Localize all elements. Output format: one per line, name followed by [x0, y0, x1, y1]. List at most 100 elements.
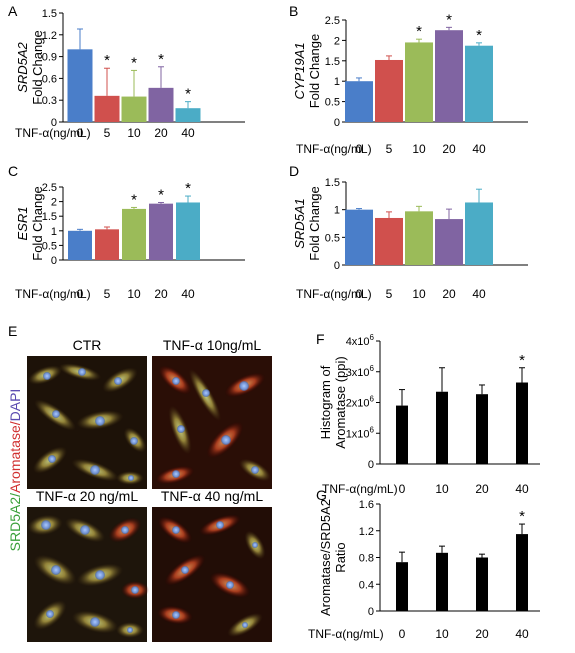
- significance-star: *: [104, 52, 110, 69]
- bar: [121, 96, 147, 122]
- panel-letter-b: B: [289, 3, 298, 19]
- y-tick-label: 0: [51, 117, 57, 129]
- bar: [375, 217, 403, 265]
- x-axis-title: TNF-α(ng/mL): [296, 142, 372, 156]
- y-tick-label: 1.5: [325, 177, 340, 189]
- y-tick-label: 0.5: [42, 240, 57, 252]
- x-tick-label: 20: [442, 287, 456, 301]
- y-axis-gene-label: SRD5A1: [292, 198, 307, 249]
- y-axis-gene-label: ESR1: [15, 207, 30, 241]
- significance-star: *: [131, 191, 137, 208]
- bar: [149, 203, 173, 260]
- y-tick-label: 1.6: [359, 499, 374, 511]
- y-tick-label: 1.5: [325, 56, 340, 68]
- y-tick-label: 4x106: [346, 333, 375, 348]
- micrograph-tnf10: [152, 356, 272, 489]
- bar: [516, 534, 528, 611]
- panel-letter-d: D: [289, 163, 299, 179]
- micrograph-ctr: [27, 356, 147, 489]
- y-axis-label-line: Aromatase (ppi): [333, 356, 348, 448]
- bar: [436, 552, 448, 611]
- x-tick-label: 20: [442, 142, 456, 156]
- bar: [476, 557, 488, 611]
- y-tick-label: 1: [51, 226, 57, 238]
- x-tick-label: 5: [386, 287, 393, 301]
- y-tick-label: 2x106: [346, 395, 375, 410]
- vertical-stain-label: SRD5A2/Aromatase/DAPI: [7, 389, 23, 552]
- x-axis-title: TNF-α(ng/mL): [15, 126, 91, 140]
- x-tick-label: 40: [181, 287, 195, 301]
- y-axis-label-line: Histogram of: [318, 365, 333, 439]
- image-title-ctr: CTR: [73, 337, 102, 353]
- bar: [405, 42, 433, 122]
- y-tick-label: 0.9: [42, 52, 57, 64]
- bar: [95, 229, 119, 260]
- y-tick-label: 0: [334, 260, 340, 272]
- bar: [465, 45, 493, 123]
- bar: [465, 202, 493, 265]
- y-axis-label-line: Ratio: [333, 542, 348, 572]
- panel-letter-c: C: [8, 163, 18, 179]
- micrograph-tnf20: [27, 507, 149, 642]
- x-tick-label: 10: [435, 627, 449, 641]
- y-tick-mantissa: 0: [368, 459, 374, 471]
- y-tick-mantissa: 2x10: [346, 398, 370, 410]
- panel-letter-g: G: [316, 487, 327, 503]
- significance-star: *: [519, 508, 525, 525]
- y-tick-label: 0: [334, 117, 340, 129]
- y-tick-label: 3x106: [346, 364, 375, 379]
- y-axis-gene-label: SRD5A2: [15, 41, 30, 92]
- significance-star: *: [131, 54, 137, 71]
- bar: [122, 208, 146, 260]
- y-tick-exponent: 6: [370, 395, 375, 404]
- y-tick-label: 1.2: [42, 30, 57, 42]
- y-tick-label: 2: [334, 35, 340, 47]
- bar: [148, 87, 174, 122]
- y-tick-mantissa: 1x10: [346, 428, 370, 440]
- chart-b-cyp19a1: 0 0.5 1 1.5 2 2.5 0 5 * 10 * 20 * 40 TNF-α(ng/mL) CYP19…: [292, 11, 528, 156]
- chart-a-srd5a2: 0 0.3 0.6 0.9 1.2 1.5 0 * 5 * 10 * 20 * 40 TNF-α(ng/mL)…: [15, 8, 245, 140]
- x-axis-title: TNF-α(ng/mL): [308, 627, 384, 641]
- bar: [345, 209, 373, 265]
- bar: [375, 59, 403, 122]
- x-tick-label: 0: [356, 287, 363, 301]
- y-tick-exponent: 6: [370, 333, 375, 342]
- y-tick-label: 0.3: [42, 95, 57, 107]
- image-title-tnf20: TNF-α 20 ng/mL: [36, 488, 138, 504]
- y-tick-exponent: 6: [370, 425, 375, 434]
- x-axis-title: TNF-α(ng/mL): [15, 287, 91, 301]
- y-tick-label: 1: [334, 205, 340, 217]
- y-axis-gene-label: CYP19A1: [292, 42, 307, 99]
- y-axis-label: Fold Change: [307, 34, 322, 108]
- y-tick-label: 0.8: [359, 553, 374, 565]
- y-tick-label: 2.5: [325, 15, 340, 27]
- bar: [67, 49, 93, 123]
- significance-star: *: [416, 23, 422, 40]
- significance-star: *: [158, 51, 164, 68]
- x-tick-label: 5: [104, 287, 111, 301]
- bar: [176, 202, 200, 260]
- image-title-tnf10: TNF-α 10ng/mL: [163, 337, 262, 353]
- bar: [94, 95, 120, 122]
- chart-g-aromatase-ratio: 0 0.4 0.8 1.2 1.6 0 10 20 * 40 TNF-α(ng/mL) Aromata…: [308, 499, 540, 641]
- x-tick-label: 0: [399, 482, 406, 496]
- y-axis-label: Fold Change: [30, 30, 45, 104]
- significance-star: *: [185, 180, 191, 197]
- significance-star: *: [446, 11, 452, 28]
- panel-letter-a: A: [8, 3, 18, 19]
- bar: [435, 219, 463, 265]
- x-axis-title: TNF-α(ng/mL): [322, 482, 398, 496]
- y-tick-mantissa: 3x10: [346, 367, 370, 379]
- x-tick-label: 40: [472, 287, 486, 301]
- y-axis-label: Fold Change: [307, 186, 322, 260]
- bar: [476, 394, 488, 464]
- x-tick-label: 5: [386, 142, 393, 156]
- micrograph-tnf40: [152, 507, 272, 642]
- x-tick-label: 0: [399, 627, 406, 641]
- bar: [405, 211, 433, 265]
- x-tick-label: 10: [127, 287, 141, 301]
- significance-star: *: [476, 27, 482, 44]
- chart-d-srd5a1: 0 0.5 1 1.5 0 5 10 20 40 TNF-α(ng/mL) SRD5A1 Fold C…: [292, 177, 528, 301]
- x-tick-label: 20: [154, 126, 168, 140]
